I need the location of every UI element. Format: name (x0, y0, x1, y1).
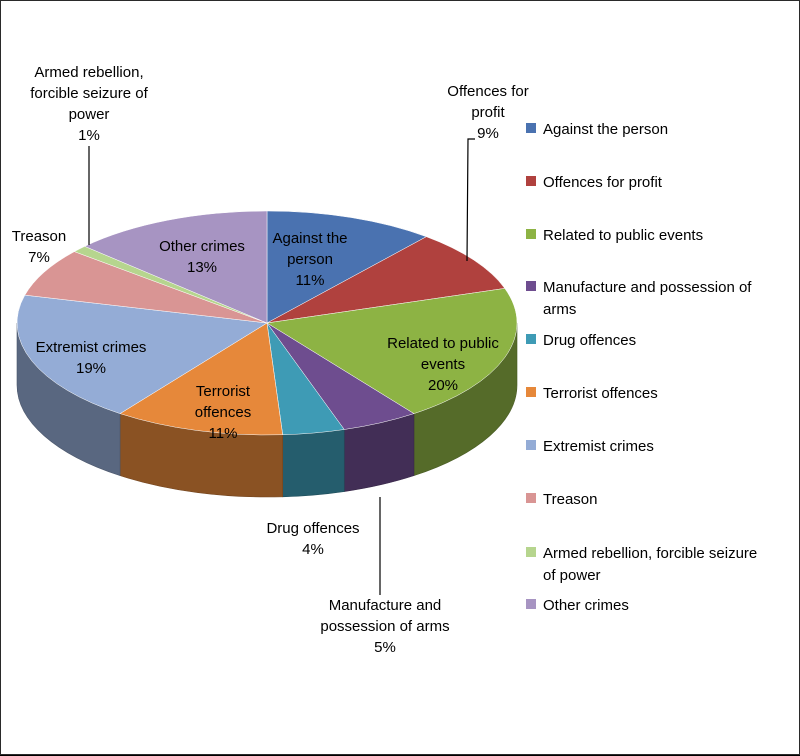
leader-lines (88, 138, 475, 595)
data-label-armed-rebellion-forcible-seizure-of-power: Armed rebellion, forcible seizure of power… (30, 64, 148, 144)
legend-item-armed-rebellion-forcible-seizure-of-power: Armed rebellion, forcible seizure of powe… (526, 545, 757, 584)
legend-label: Armed rebellion, forcible seizure of powe… (543, 545, 757, 584)
legend-item-treason: Treason (526, 491, 597, 508)
data-label-terrorist-offences: Terrorist offences 11% (195, 383, 251, 442)
data-labels: Against the person 11% Offences for profit 9%… (12, 64, 529, 656)
pie-sides (16, 322, 518, 498)
legend-item-terrorist-offences: Terrorist offences (526, 385, 658, 402)
data-label-manufacture-and-possession-of-arms: Manufacture and possession of arms 5% (320, 597, 449, 656)
legend-label: Drug offences (543, 332, 636, 349)
data-label-extremist-crimes: Extremist crimes 19% (36, 339, 147, 377)
legend-label: Related to public events (543, 227, 703, 244)
pie-slice-other-crimes[interactable] (84, 210, 268, 324)
data-label-drug-offences: Drug offences 4% (266, 520, 359, 558)
legend-item-drug-offences: Drug offences (526, 332, 636, 349)
legend-label: Extremist crimes (543, 438, 654, 455)
legend-swatch (526, 547, 536, 557)
legend-swatch (526, 281, 536, 291)
legend-label: Other crimes (543, 597, 629, 614)
legend-label: Against the person (543, 121, 668, 138)
data-label-against-the-person: Against the person 11% (272, 230, 347, 289)
data-label-other-crimes: Other crimes 13% (159, 238, 245, 276)
legend-item-related-to-public-events: Related to public events (526, 227, 703, 244)
pie-slice-against-the-person[interactable] (266, 210, 427, 324)
data-label-treason: Treason 7% (12, 228, 66, 266)
legend-swatch (526, 123, 536, 133)
legend-swatch (526, 599, 536, 609)
legend-label: Terrorist offences (543, 385, 658, 402)
legend: Against the person Offences for profit Rel… (526, 121, 757, 614)
legend-item-manufacture-and-possession-of-arms: Manufacture and possession of arms (526, 279, 752, 318)
data-label-related-to-public-events: Related to public events 20% (387, 335, 499, 394)
pie-slices (16, 210, 518, 436)
legend-item-offences-for-profit: Offences for profit (526, 174, 663, 191)
legend-label: Treason (543, 491, 597, 508)
legend-swatch (526, 334, 536, 344)
pie-slice-related-to-public-events[interactable] (266, 288, 518, 414)
leader-line (466, 138, 475, 262)
legend-swatch (526, 176, 536, 186)
pie-slice-terrorist-offences[interactable] (119, 322, 283, 436)
legend-item-against-the-person: Against the person (526, 121, 668, 138)
pie-side-drug-offences (282, 429, 345, 498)
legend-swatch (526, 229, 536, 239)
legend-swatch (526, 440, 536, 450)
data-label-offences-for-profit: Offences for profit 9% (447, 83, 528, 142)
legend-swatch (526, 493, 536, 503)
legend-label: Offences for profit (543, 174, 663, 191)
legend-swatch (526, 387, 536, 397)
pie-slice-treason[interactable] (24, 251, 268, 324)
legend-item-extremist-crimes: Extremist crimes (526, 438, 654, 455)
pie-slice-offences-for-profit[interactable] (266, 236, 506, 324)
legend-label: Manufacture and possession of arms (543, 279, 752, 318)
legend-item-other-crimes: Other crimes (526, 597, 629, 614)
pie-slice-extremist-crimes[interactable] (16, 294, 268, 414)
